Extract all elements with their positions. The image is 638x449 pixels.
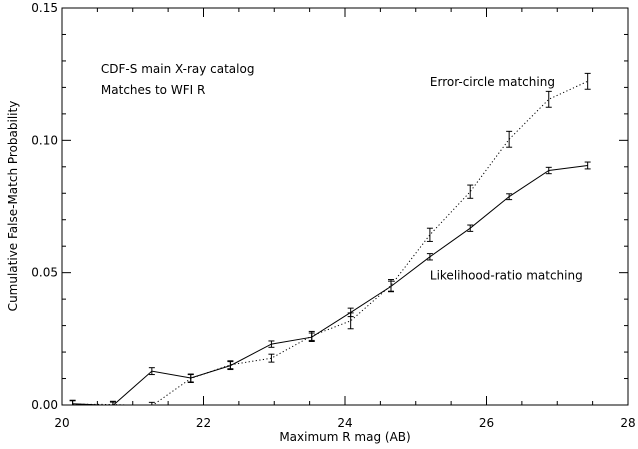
y-tick-label: 0.00 <box>31 398 58 412</box>
error-bar <box>308 330 315 341</box>
error-bar <box>584 161 591 170</box>
x-tick-label: 24 <box>337 416 352 430</box>
error-bar <box>426 253 433 261</box>
error-bar <box>268 353 275 363</box>
error-bar <box>545 90 552 108</box>
x-tick-label: 28 <box>620 416 635 430</box>
annotation-text: Matches to WFI R <box>101 83 205 97</box>
y-tick-label: 0.10 <box>31 133 58 147</box>
error-bar <box>69 400 76 405</box>
series-dotted <box>69 72 591 405</box>
x-axis: 20 22 24 26 28 <box>54 8 636 430</box>
annotation-text: CDF-S main X-ray catalog <box>101 62 255 76</box>
error-bar <box>387 279 394 292</box>
series-layer <box>69 72 591 405</box>
error-bar <box>227 360 234 370</box>
y-axis-title: Cumulative False-Match Probability <box>6 101 20 312</box>
error-bar <box>268 340 275 348</box>
error-bar <box>148 401 155 405</box>
annotation-text: Error-circle matching <box>430 75 555 89</box>
error-bar <box>506 130 513 148</box>
x-tick-label: 20 <box>54 416 69 430</box>
series-solid <box>69 161 591 405</box>
y-tick-label: 0.05 <box>31 266 58 280</box>
x-tick-label: 26 <box>479 416 494 430</box>
annotation-text: Likelihood-ratio matching <box>430 268 583 282</box>
error-bar <box>467 184 474 199</box>
error-bar <box>584 72 591 90</box>
error-bar <box>467 224 474 232</box>
y-axis: 0.00 0.05 0.10 0.15 <box>31 1 628 412</box>
annotation-layer: CDF-S main X-ray catalog Matches to WFI R… <box>101 62 583 282</box>
y-tick-label: 0.15 <box>31 1 58 15</box>
series-line <box>72 165 588 405</box>
error-bar <box>148 367 155 376</box>
error-bar <box>545 166 552 175</box>
x-axis-title: Maximum R mag (AB) <box>279 430 410 444</box>
series-line <box>72 80 588 405</box>
error-bar <box>506 193 513 201</box>
error-bar <box>426 227 433 242</box>
error-bar <box>187 374 194 384</box>
x-tick-label: 22 <box>196 416 211 430</box>
error-bar <box>347 312 354 330</box>
error-bar <box>109 400 116 405</box>
